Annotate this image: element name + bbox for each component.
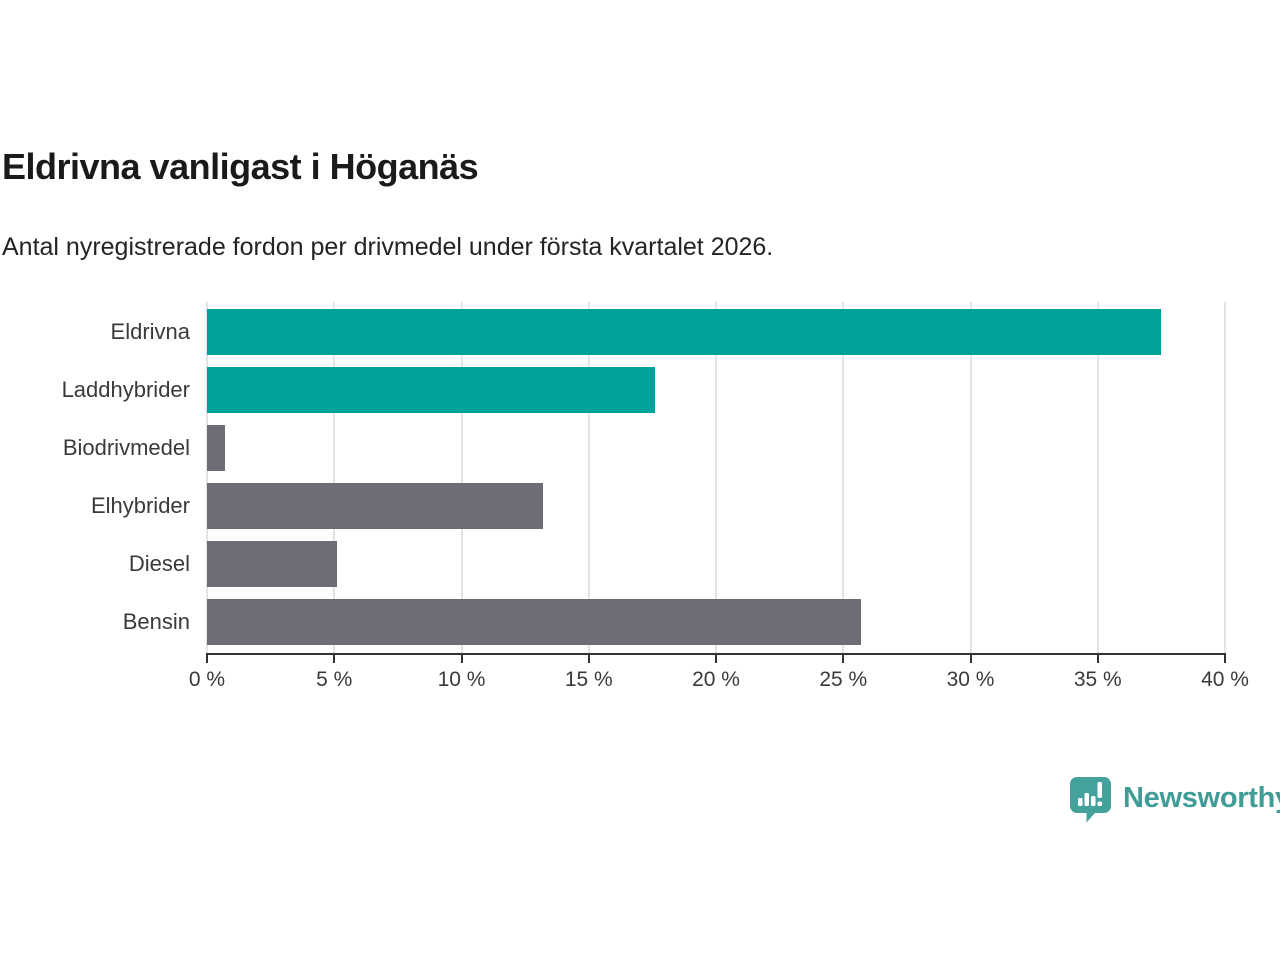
x-axis-tick: [842, 655, 845, 663]
gridline: [1096, 302, 1099, 653]
x-axis-tick: [1096, 655, 1099, 663]
x-axis-tick-label: 15 %: [564, 668, 613, 691]
x-axis-tick-label: 5 %: [316, 668, 353, 691]
x-axis-line: [206, 653, 1226, 655]
x-axis-tick: [206, 655, 208, 663]
x-axis-tick: [1224, 655, 1226, 663]
bar: [207, 367, 655, 413]
gridline: [206, 302, 208, 653]
bar: [207, 599, 862, 645]
chart-title: Eldrivna vanligast i Höganäs: [2, 146, 479, 187]
x-axis-tick: [715, 655, 717, 663]
gridline: [715, 302, 717, 653]
x-axis-tick-label: 40 %: [1201, 668, 1249, 691]
category-label: Diesel: [128, 551, 190, 576]
x-axis-tick-label: 10 %: [437, 668, 486, 691]
category-label: Eldrivna: [110, 319, 190, 344]
x-axis-tick-label: 30 %: [946, 668, 995, 691]
category-label: Laddhybrider: [61, 377, 190, 402]
x-axis-tick-label: 0 %: [188, 668, 226, 691]
gridline: [460, 302, 463, 653]
category-label: Elhybrider: [90, 493, 190, 518]
category-label: Biodrivmedel: [62, 435, 190, 460]
bar: [207, 425, 225, 471]
gridline: [1224, 302, 1226, 653]
gridline: [969, 302, 972, 653]
x-axis-tick-label: 25 %: [819, 668, 868, 691]
x-axis-tick-label: 35 %: [1073, 668, 1122, 691]
bar: [207, 483, 543, 529]
x-axis-tick: [587, 655, 590, 663]
x-axis-tick-label: 20 %: [692, 668, 740, 691]
newsworthy-brand-text: Newsworthy: [1123, 782, 1280, 814]
chart-subtitle: Antal nyregistrerade fordon per drivmede…: [2, 233, 774, 261]
category-label: Bensin: [122, 609, 190, 634]
gridline: [333, 302, 336, 653]
x-axis-tick: [333, 655, 336, 663]
bar: [207, 541, 337, 587]
newsworthy-logo-icon: [1070, 777, 1111, 823]
gridline: [587, 302, 590, 653]
horizontal-bar-chart: Eldrivna Laddhybrider Biodrivmedel Elhybrid…: [0, 300, 1280, 700]
bar: [207, 309, 1162, 355]
x-axis-tick: [969, 655, 972, 663]
gridline: [842, 302, 845, 653]
newsworthy-brand: Newsworthy: [1068, 774, 1280, 823]
x-axis-tick: [460, 655, 463, 663]
